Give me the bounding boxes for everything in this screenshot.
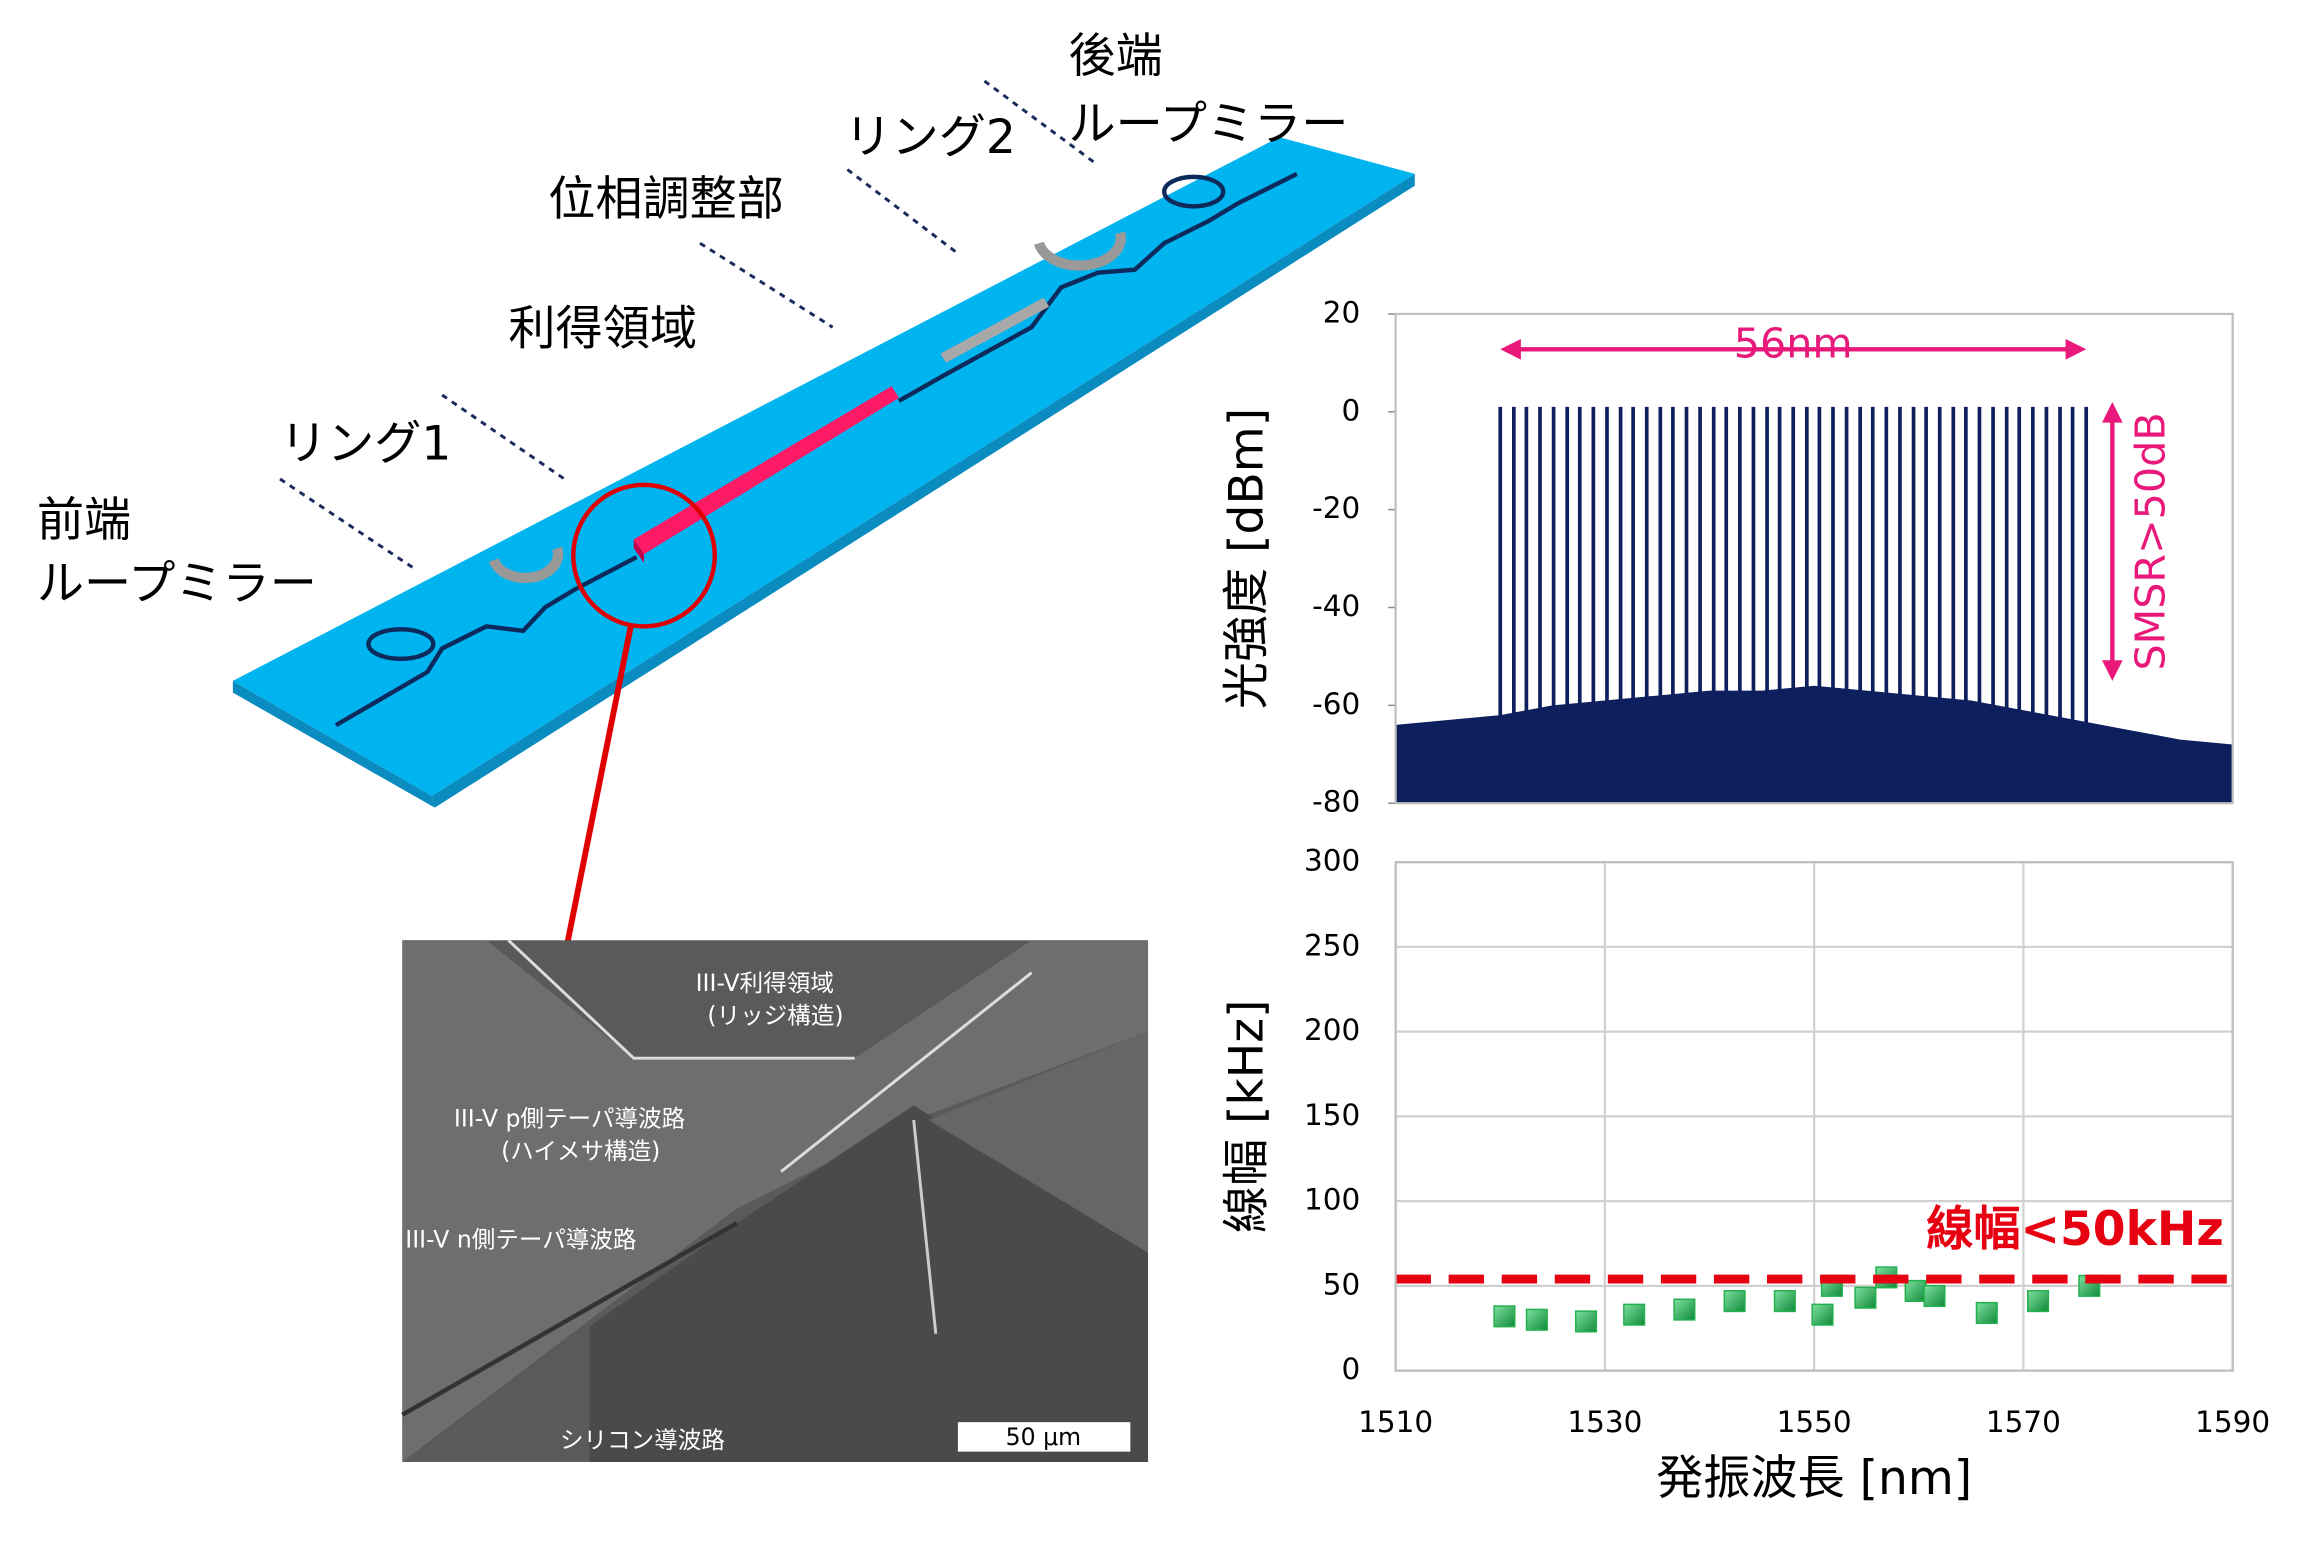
y-tick-label: -80	[1312, 785, 1360, 819]
annotation: 56nm	[1734, 319, 1853, 367]
y-tick-label: 250	[1304, 928, 1360, 962]
y-tick-label: 0	[1341, 393, 1360, 427]
sem-label: III-V利得領域	[696, 969, 834, 997]
point	[1904, 1279, 1927, 1302]
y-tick-label: -40	[1312, 589, 1360, 623]
y-tick-label: 20	[1323, 295, 1361, 329]
label: 位相調整部	[548, 172, 784, 227]
x-tick-label: 1550	[1777, 1405, 1852, 1439]
arrow-head	[2065, 338, 2087, 360]
point	[2027, 1290, 2050, 1313]
y-tick-label: 0	[1341, 1352, 1360, 1386]
y-tick-label: 50	[1323, 1267, 1361, 1301]
sem-label: (ハイメサ構造)	[501, 1137, 660, 1165]
y-tick-label: 100	[1304, 1183, 1360, 1217]
label: リング1	[280, 417, 451, 472]
sem-label: シリコン導波路	[560, 1426, 725, 1454]
arrow-head	[1500, 338, 1521, 360]
x-tick-label: 1590	[2195, 1405, 2270, 1439]
device-diagram: 後端 ループミラー リング2 位相調整部 利得領域 リング1 前端 ループミラー	[37, 29, 1415, 1000]
label: 前端	[37, 493, 131, 548]
y-tick-label: 200	[1304, 1013, 1360, 1047]
arrow-head	[2102, 660, 2123, 681]
point	[1673, 1298, 1696, 1321]
sem-label: III-V p側テーパ導波路	[454, 1105, 685, 1133]
plot-frame	[1394, 861, 2234, 1372]
point	[1723, 1290, 1746, 1313]
sem-image: III-V利得領域 (リッジ構造) III-V p側テーパ導波路 (ハイメサ構造…	[401, 939, 1149, 1462]
annotation: SMSR>50dB	[2127, 412, 2175, 670]
y-axis-label: 線幅 [kHz]	[1220, 1000, 1275, 1234]
x-tick-label: 1530	[1567, 1405, 1642, 1439]
label: リング2	[844, 110, 1015, 165]
point	[1811, 1303, 1834, 1326]
y-tick-label: -60	[1312, 687, 1360, 721]
y-tick-label: -20	[1312, 491, 1360, 525]
charts: -80 -60 -40 -20 0 20 56nm SMSR>50dB 光強度 [dBm] 0 50…	[1220, 295, 2270, 1506]
point	[1574, 1310, 1598, 1333]
y-axis-label: 光強度 [dBm]	[1220, 408, 1275, 709]
sem-label: III-V n側テーパ導波路	[405, 1225, 636, 1253]
point	[1773, 1290, 1796, 1313]
point	[1493, 1305, 1516, 1328]
label: ループミラー	[1068, 97, 1348, 152]
point	[1923, 1284, 1946, 1308]
point	[1975, 1301, 1998, 1325]
noise-floor	[1395, 685, 2233, 804]
point	[1525, 1308, 1548, 1331]
point	[1623, 1303, 1646, 1326]
sem-label: (リッジ構造)	[707, 1001, 843, 1029]
y-tick-label: 150	[1304, 1098, 1360, 1132]
x-tick-label: 1570	[1986, 1405, 2061, 1439]
scale-bar: 50 μm	[1006, 1423, 1081, 1451]
label: 後端	[1068, 29, 1162, 84]
point	[1854, 1286, 1877, 1309]
threshold-label: 線幅<50kHz	[1926, 1202, 2224, 1257]
x-axis-label: 発振波長 [nm]	[1656, 1451, 1972, 1506]
arrow-head	[2102, 402, 2123, 423]
y-tick-label: 300	[1304, 844, 1360, 878]
label: 利得領域	[508, 302, 697, 357]
x-tick-label: 1510	[1358, 1405, 1433, 1439]
plot-frame	[1394, 312, 2234, 805]
label: ループミラー	[37, 557, 317, 612]
